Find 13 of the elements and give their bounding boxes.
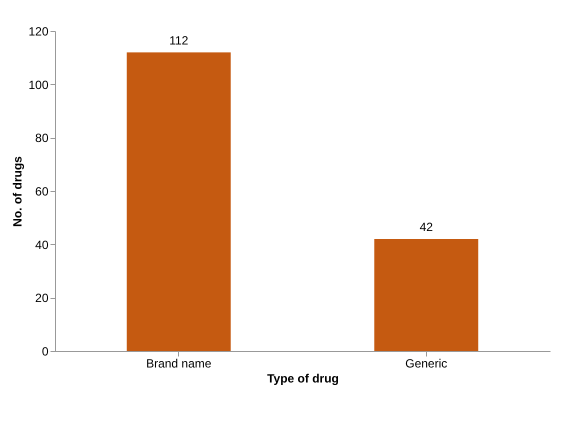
y-tick-label: 120 [28,24,49,38]
y-tick-label: 0 [42,344,49,358]
x-tick-label: Generic [405,356,448,370]
x-axis-title: Type of drug [267,372,339,386]
y-axis-title: No. of drugs [10,156,24,227]
x-tick-label: Brand name [146,356,212,370]
y-tick-label: 20 [35,291,49,306]
y-tick-label: 40 [35,238,49,252]
y-tick-label: 80 [35,131,49,146]
y-tick-label: 100 [28,78,49,92]
data-label: 42 [420,220,434,234]
y-tick-label: 60 [35,184,49,198]
data-label: 112 [169,33,189,48]
